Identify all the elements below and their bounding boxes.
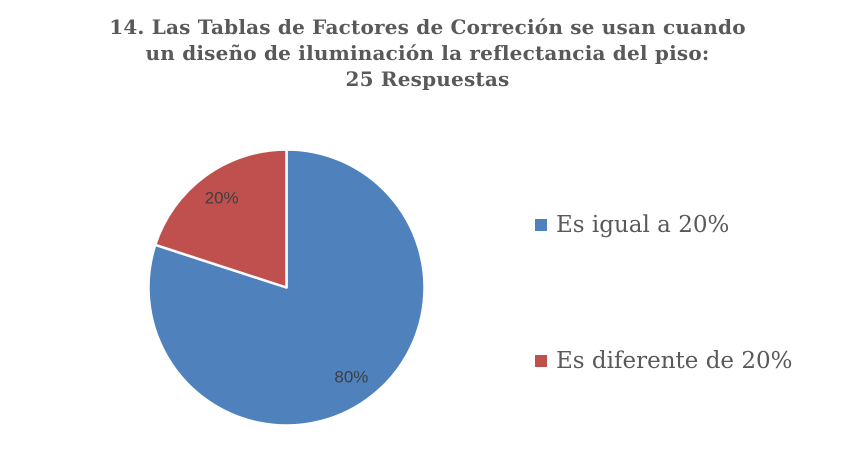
pie-data-label-1: 80% bbox=[334, 367, 368, 386]
legend-marker-blue-icon bbox=[535, 219, 547, 231]
legend-label-es-diferente: Es diferente de 20% bbox=[556, 348, 793, 374]
pie-chart: 80% 20% bbox=[147, 148, 426, 427]
legend-item-es-igual: Es igual a 20% bbox=[535, 208, 729, 242]
chart-title: 14. Las Tablas de Factores de Correción … bbox=[0, 14, 855, 92]
chart-title-line-3: 25 Respuestas bbox=[345, 67, 510, 91]
chart-title-line-2: un diseño de iluminación la reflectancia… bbox=[145, 41, 710, 65]
pie-slice-2 bbox=[154, 148, 288, 289]
chart-title-line-1: 14. Las Tablas de Factores de Correción … bbox=[109, 15, 746, 39]
legend-marker-red-icon bbox=[535, 355, 547, 367]
legend-label-es-igual: Es igual a 20% bbox=[556, 212, 730, 238]
pie-data-label-2: 20% bbox=[205, 189, 239, 208]
legend-item-es-diferente: Es diferente de 20% bbox=[535, 344, 792, 378]
legend: Es igual a 20% Es diferente de 20% bbox=[535, 0, 855, 475]
